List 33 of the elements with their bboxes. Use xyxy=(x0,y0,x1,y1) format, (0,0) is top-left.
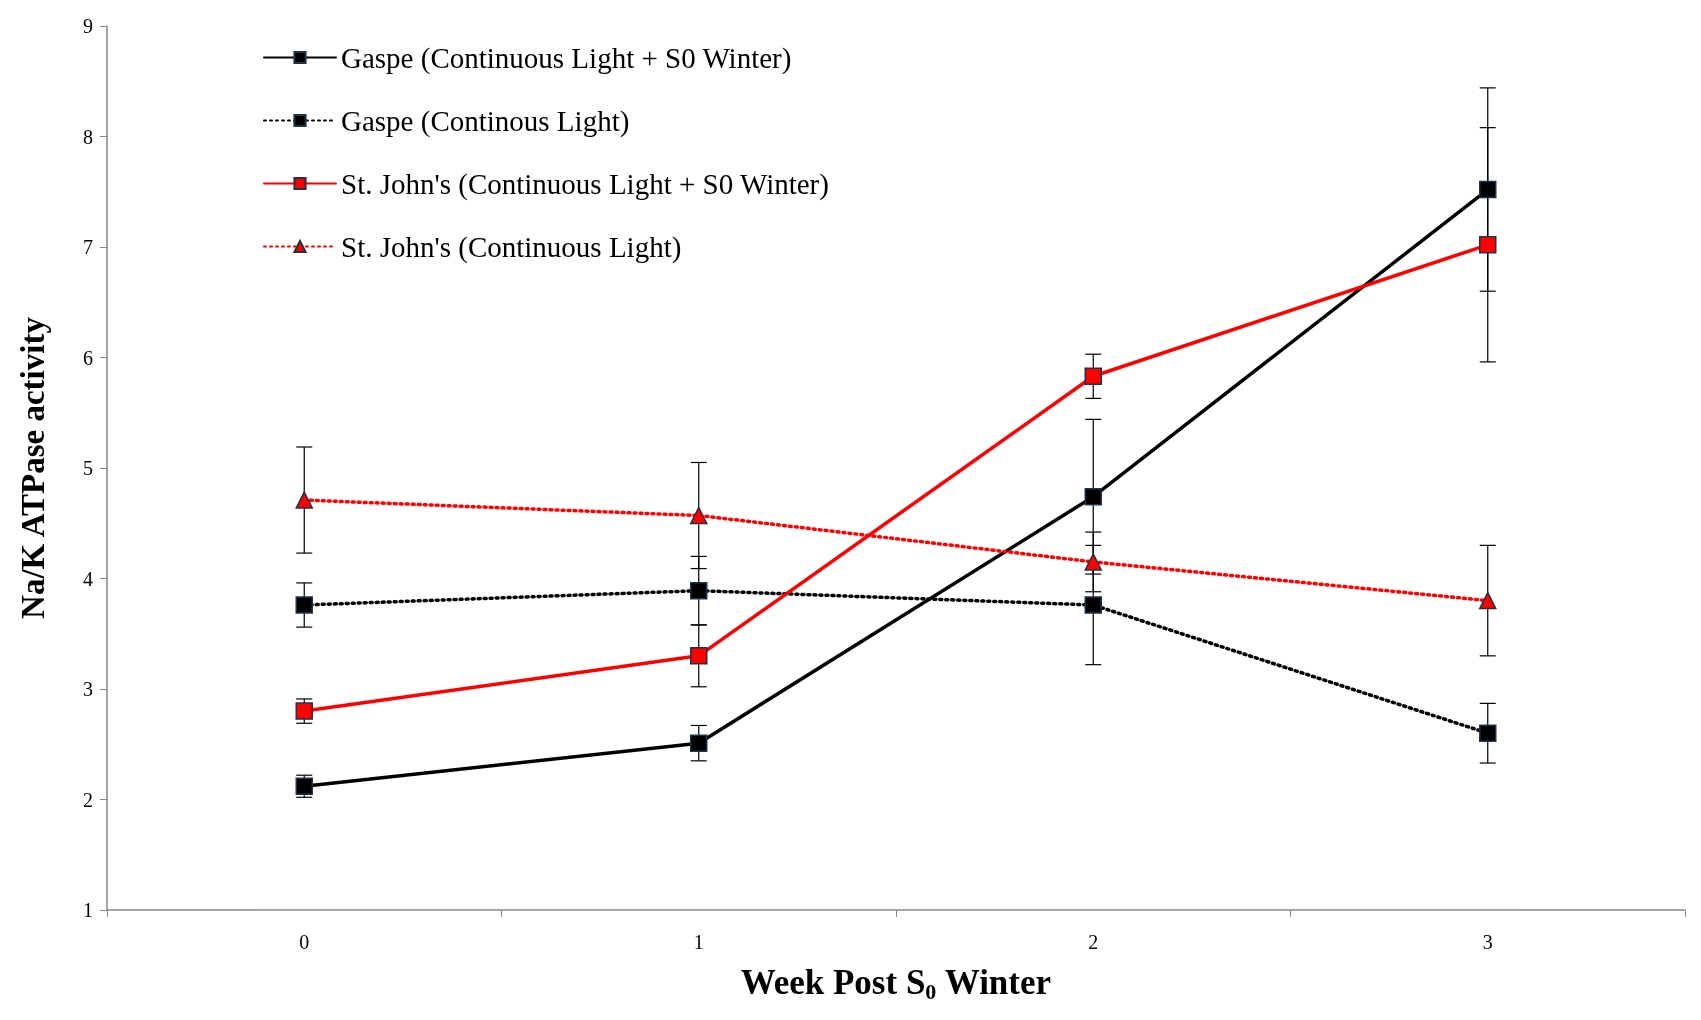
y-tick-label: 2 xyxy=(83,788,93,811)
point xyxy=(1084,596,1102,614)
point xyxy=(295,596,313,614)
y-tick-label: 7 xyxy=(83,236,93,258)
point xyxy=(1479,591,1497,610)
point xyxy=(1084,487,1102,506)
y-tick-label: 1 xyxy=(83,899,93,921)
point xyxy=(295,491,313,509)
point xyxy=(690,734,708,752)
point xyxy=(1479,236,1497,254)
x-tick-label: 0 xyxy=(299,931,310,953)
y-tick-label: 5 xyxy=(83,457,93,479)
y-tick-label: 8 xyxy=(83,125,93,148)
x-tick-label: 2 xyxy=(1088,931,1099,953)
y-tick-label: 3 xyxy=(83,678,93,700)
y-tick-label: 6 xyxy=(83,346,93,369)
point xyxy=(690,647,708,665)
legend-label: St. John's (Continuous Light + S0 Winter) xyxy=(341,167,829,201)
point xyxy=(1479,180,1497,199)
point xyxy=(295,702,313,720)
point xyxy=(1084,367,1102,386)
point xyxy=(690,506,708,525)
legend-label: St. John's (Continuous Light) xyxy=(341,230,682,264)
point xyxy=(1084,553,1102,571)
y-axis-title: Na/K ATPase activity xyxy=(14,316,51,619)
x-tick-label: 3 xyxy=(1482,931,1493,953)
y-tick-label: 4 xyxy=(83,567,93,590)
point xyxy=(690,581,708,600)
y-tick-label: 9 xyxy=(83,15,93,37)
x-tick-label: 1 xyxy=(693,931,704,953)
legend-label: Gaspe (Continuous Light + S0 Winter) xyxy=(341,41,792,75)
point xyxy=(1479,724,1497,742)
legend-label: Gaspe (Continous Light) xyxy=(341,104,630,138)
